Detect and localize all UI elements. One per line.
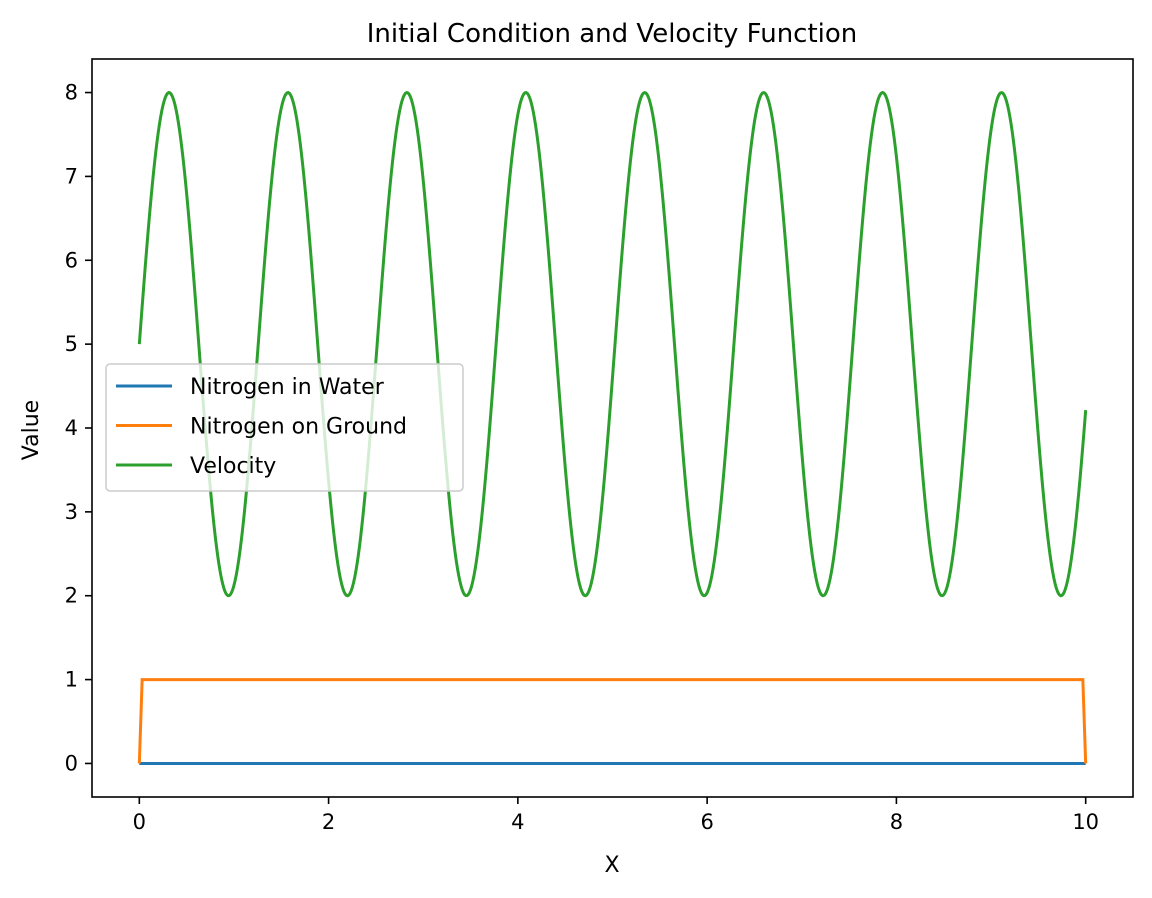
legend: Nitrogen in Water Nitrogen on Ground Veloc… <box>105 363 464 492</box>
legend-entry-label: Nitrogen in Water <box>190 375 385 400</box>
x-axis-label: X <box>604 853 619 878</box>
y-tick-label: 5 <box>65 332 78 356</box>
y-tick-label: 4 <box>65 416 78 440</box>
x-tick-label: 0 <box>133 810 146 834</box>
x-tick-label: 10 <box>1072 810 1099 834</box>
y-axis-label: Value <box>19 400 44 460</box>
y-tick-label: 2 <box>65 584 78 608</box>
y-tick-label: 1 <box>65 668 78 692</box>
x-tick-label: 2 <box>322 810 335 834</box>
x-tick-label: 6 <box>700 810 713 834</box>
legend-entry-label: Velocity <box>190 454 276 479</box>
plot-area <box>137 90 1088 765</box>
y-tick-label: 3 <box>65 500 78 524</box>
axis-ticks: 0 2 4 6 8 10 0 1 2 3 4 5 6 7 8 <box>65 81 1099 834</box>
legend-box <box>105 363 464 492</box>
chart-title: Initial Condition and Velocity Function <box>367 19 858 49</box>
series-nitrogen-on-ground-line <box>137 678 1088 764</box>
y-tick-label: 6 <box>65 248 78 272</box>
plot-frame <box>91 58 1134 798</box>
legend-entry-label: Nitrogen on Ground <box>190 415 407 440</box>
y-tick-label: 7 <box>65 164 78 188</box>
y-tick-label: 0 <box>65 751 78 775</box>
series-velocity-line <box>137 90 1088 598</box>
x-tick-label: 8 <box>890 810 903 834</box>
y-tick-label: 8 <box>65 81 78 105</box>
x-tick-label: 4 <box>511 810 524 834</box>
